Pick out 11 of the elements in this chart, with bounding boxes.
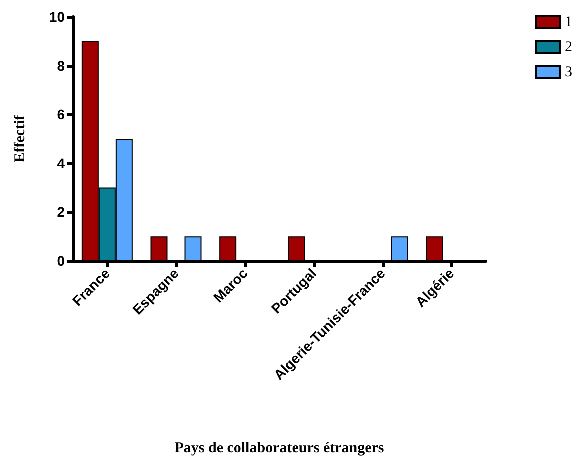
legend-label: 1 (565, 14, 572, 30)
x-axis-title: Pays de collaborateurs étrangers (174, 440, 384, 456)
y-tick-label: 6 (57, 106, 66, 123)
legend-label: 2 (565, 40, 572, 56)
y-tick-label: 0 (57, 253, 66, 269)
y-tick-label: 8 (57, 58, 66, 74)
y-tick-label: 4 (57, 155, 66, 172)
y-tick-label: 10 (49, 9, 66, 25)
y-axis-title: Effectif (12, 114, 28, 163)
y-tick-label: 2 (57, 204, 66, 220)
legend-label: 3 (565, 64, 572, 80)
